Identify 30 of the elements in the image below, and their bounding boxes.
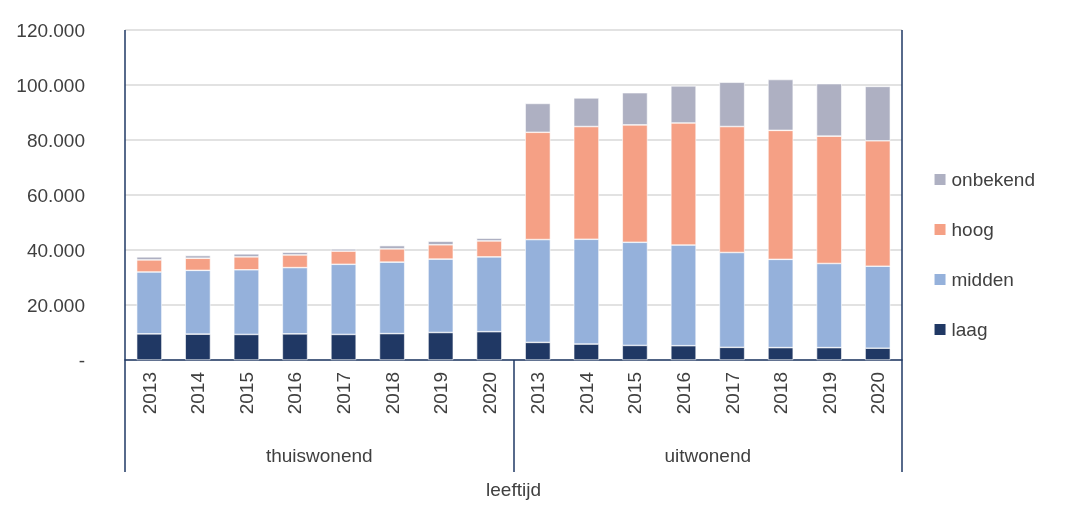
x-tick-label: 2020 [478, 372, 500, 415]
y-tick-label: 100.000 [16, 74, 85, 96]
y-tick-label: 60.000 [26, 184, 85, 206]
x-tick-label: 2017 [333, 372, 355, 415]
x-tick-label: 2015 [235, 372, 257, 415]
text: uitwonend [664, 445, 752, 466]
x-tick-label: 2019 [818, 372, 840, 415]
text: thuiswonend [265, 445, 373, 466]
x-tick-label: 2014 [575, 371, 597, 415]
x-tick-label: 2016 [284, 372, 306, 415]
legend-label: laag [951, 319, 988, 340]
legend-label: onbekend [951, 169, 1035, 190]
x-tick-label: 2017 [721, 372, 743, 415]
legend-label: hoog [951, 219, 994, 240]
y-tick-label: 20.000 [26, 294, 85, 316]
x-tick-label: 2018 [381, 372, 403, 415]
x-tick-label: 2016 [672, 372, 694, 415]
x-tick-label: 2019 [430, 372, 452, 415]
x-tick-label: 2015 [624, 372, 646, 415]
x-tick-label: 2013 [138, 372, 160, 415]
x-tick-label: 2014 [187, 371, 209, 415]
y-tick-label: 40.000 [26, 239, 85, 261]
legend-label: midden [951, 269, 1014, 290]
y-tick-label: 80.000 [26, 129, 85, 151]
x-tick-label: 2018 [770, 372, 792, 415]
x-tick-label: 2013 [527, 372, 549, 415]
x-tick-label: 2020 [867, 372, 889, 415]
y-tick-label: - [78, 349, 85, 371]
y-tick-label: 120.000 [16, 19, 85, 41]
x-axis-title: leeftijd [486, 478, 541, 500]
